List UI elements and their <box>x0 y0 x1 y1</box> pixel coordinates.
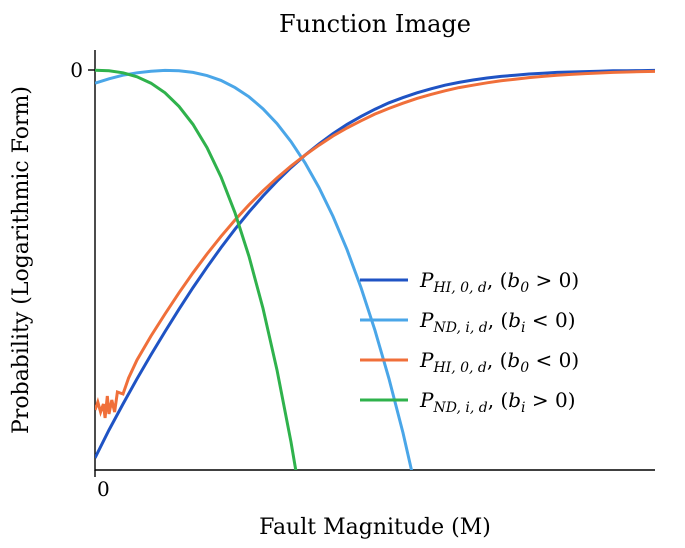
legend-label-PND_i_d_bi_pos: PND, i, d, (bi > 0) <box>419 388 576 416</box>
x-axis-label: Fault Magnitude (M) <box>259 515 491 540</box>
series-PND_i_d_bi_pos <box>95 70 319 548</box>
x-tick-0: 0 <box>97 477 110 501</box>
legend-label-PND_i_d_bi_neg: PND, i, d, (bi < 0) <box>419 308 576 336</box>
chart-title: Function Image <box>279 10 471 38</box>
legend-label-PHI_0_d_b0_pos: PHI, 0, d, (b0 > 0) <box>419 268 579 296</box>
y-axis-label: Probability (Logarithmic Form) <box>9 86 34 434</box>
series-PND_i_d_bi_neg <box>95 70 445 548</box>
legend-label-PHI_0_d_b0_neg: PHI, 0, d, (b0 < 0) <box>419 348 579 376</box>
y-tick-0: 0 <box>70 58 83 82</box>
function-image-chart: Function Image 0 0 Fault Magnitude (M) Proba… <box>0 0 685 548</box>
chart-container: Function Image 0 0 Fault Magnitude (M) Proba… <box>0 0 685 548</box>
